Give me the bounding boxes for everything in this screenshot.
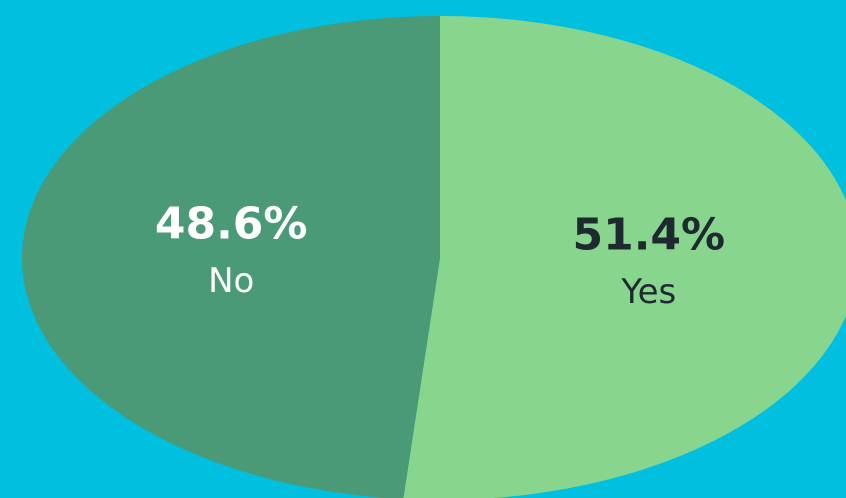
pie-slice — [22, 16, 440, 498]
slice-value-label: 51.4% — [572, 209, 725, 260]
slice-value-label: 48.6% — [155, 199, 308, 250]
pie-slice — [403, 16, 846, 498]
slice-category-label: No — [208, 261, 254, 301]
slice-category-label: Yes — [620, 272, 676, 312]
